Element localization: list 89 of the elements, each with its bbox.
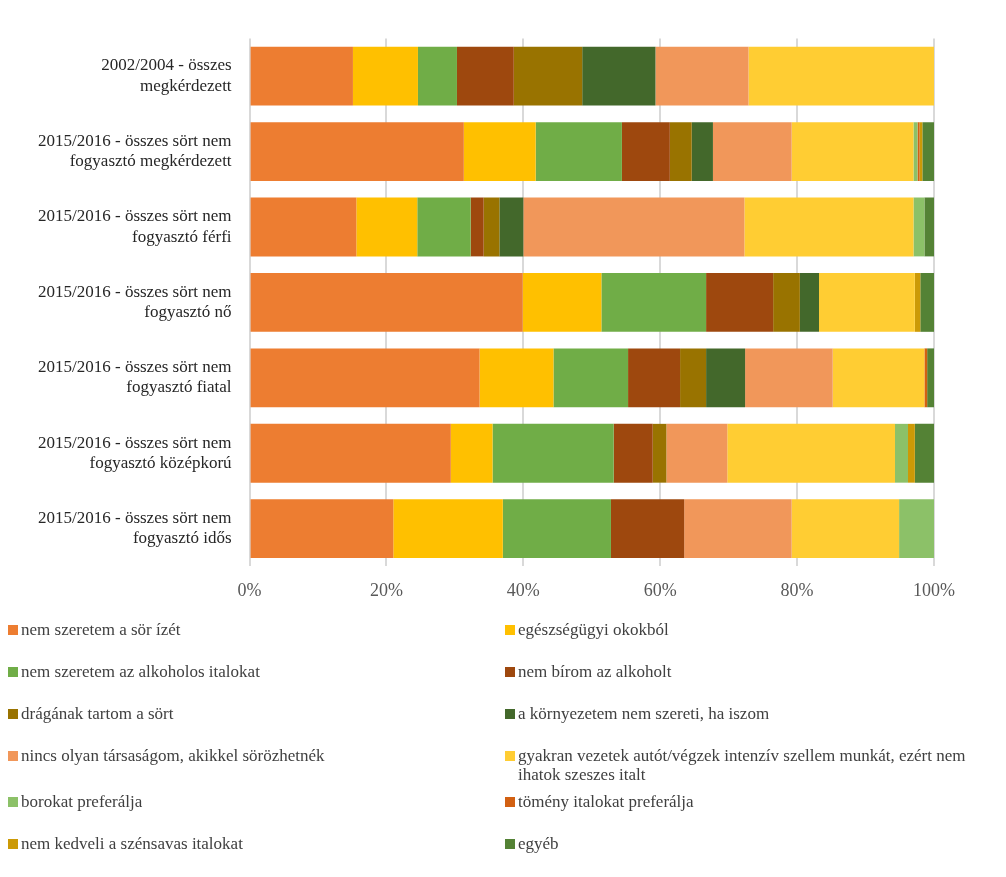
legend-label: nem kedveli a szénsavas italokat [21,834,243,853]
bar [553,348,629,408]
bar [352,46,418,106]
bar [655,46,749,106]
bar [450,423,493,483]
y-tick-label: 2015/2016 - összes sört nem fogyasztó fiatal [38,357,232,397]
bar [680,348,707,408]
bar [502,499,611,559]
legend-label: gyakran vezetek autót/végzek intenzív szellem munkát, ezért nem ihatok szeszes italt [518,746,967,784]
bar [727,423,895,483]
bar [492,423,614,483]
bar [706,348,746,408]
bar [250,348,480,408]
bar [535,122,622,181]
bar [456,46,514,106]
bar [791,122,914,181]
bar [922,122,934,181]
bar [393,499,503,559]
bar [250,197,357,257]
bar [927,348,934,408]
bar [894,423,908,483]
bar [832,348,925,408]
bar [613,423,653,483]
bar [773,272,800,332]
legend-label: egyéb [518,834,559,853]
x-tick-label: 80% [780,579,814,600]
x-tick-label: 20% [369,579,403,600]
bar [920,272,934,332]
bar [748,46,934,106]
bar [691,122,713,181]
bar [250,122,464,181]
bar [669,122,692,181]
bar [479,348,554,408]
legend-label: nem szeretem az alkoholos italokat [21,662,260,681]
bar [522,272,602,332]
bar [601,272,707,332]
y-tick-label: 2015/2016 - összes sört nem fogyasztó középkorú [38,432,233,472]
bar [610,499,685,559]
x-tick-label: 0% [237,579,262,600]
y-tick-label: 2015/2016 - összes sört nem fogyasztó férfi [38,206,232,246]
bar [483,197,500,257]
x-tick-label: 60% [643,579,677,600]
bar [621,122,670,181]
bar [250,499,394,559]
bar [907,423,915,483]
legend-label: egészségügyi okokból [518,620,669,639]
legend-label: nincs olyan társaságom, akikkel sörözhetnék [21,746,325,765]
bar [913,197,925,257]
bar [250,423,451,483]
legend-label: nem bírom az alkoholt [518,662,672,681]
bar [582,46,656,106]
bar [684,499,792,559]
legend-label: borokat preferálja [21,792,143,811]
bar [417,197,471,257]
bar [463,122,536,181]
bar [356,197,418,257]
bar [914,272,921,332]
legend-label: tömény italokat preferálja [518,792,694,811]
bar [470,197,484,257]
bar [899,499,934,559]
bar [652,423,667,483]
bar [924,197,934,257]
bar [914,423,934,483]
bar [799,272,820,332]
legend-label: drágának tartom a sört [21,704,174,723]
bar [628,348,681,408]
bar [513,46,583,106]
y-tick-label: 2015/2016 - összes sört nem fogyasztó nő [38,281,232,322]
bar [791,499,900,559]
bar [913,122,918,181]
bar [744,197,914,257]
bar [706,272,774,332]
legend-label: a környezetem nem szereti, ha iszom [518,704,770,723]
bar [523,197,745,257]
bar [250,46,353,106]
bar [712,122,792,181]
bar [819,272,915,332]
x-tick-label: 40% [506,579,540,600]
y-tick-label: 2015/2016 - összes sört nem fogyasztó megkérdezett [38,130,232,171]
bar [250,272,523,332]
x-tick-label: 100% [913,579,955,600]
legend-label: nem szeretem a sör ízét [21,620,181,639]
y-tick-label: 2015/2016 - összes sört nem fogyasztó idős [38,507,232,548]
bar [924,348,928,408]
y-tick-label: 2002/2004 - összes megkérdezett [101,55,232,95]
bar [666,423,728,483]
bar [745,348,833,408]
bar [499,197,524,257]
bar [417,46,457,106]
